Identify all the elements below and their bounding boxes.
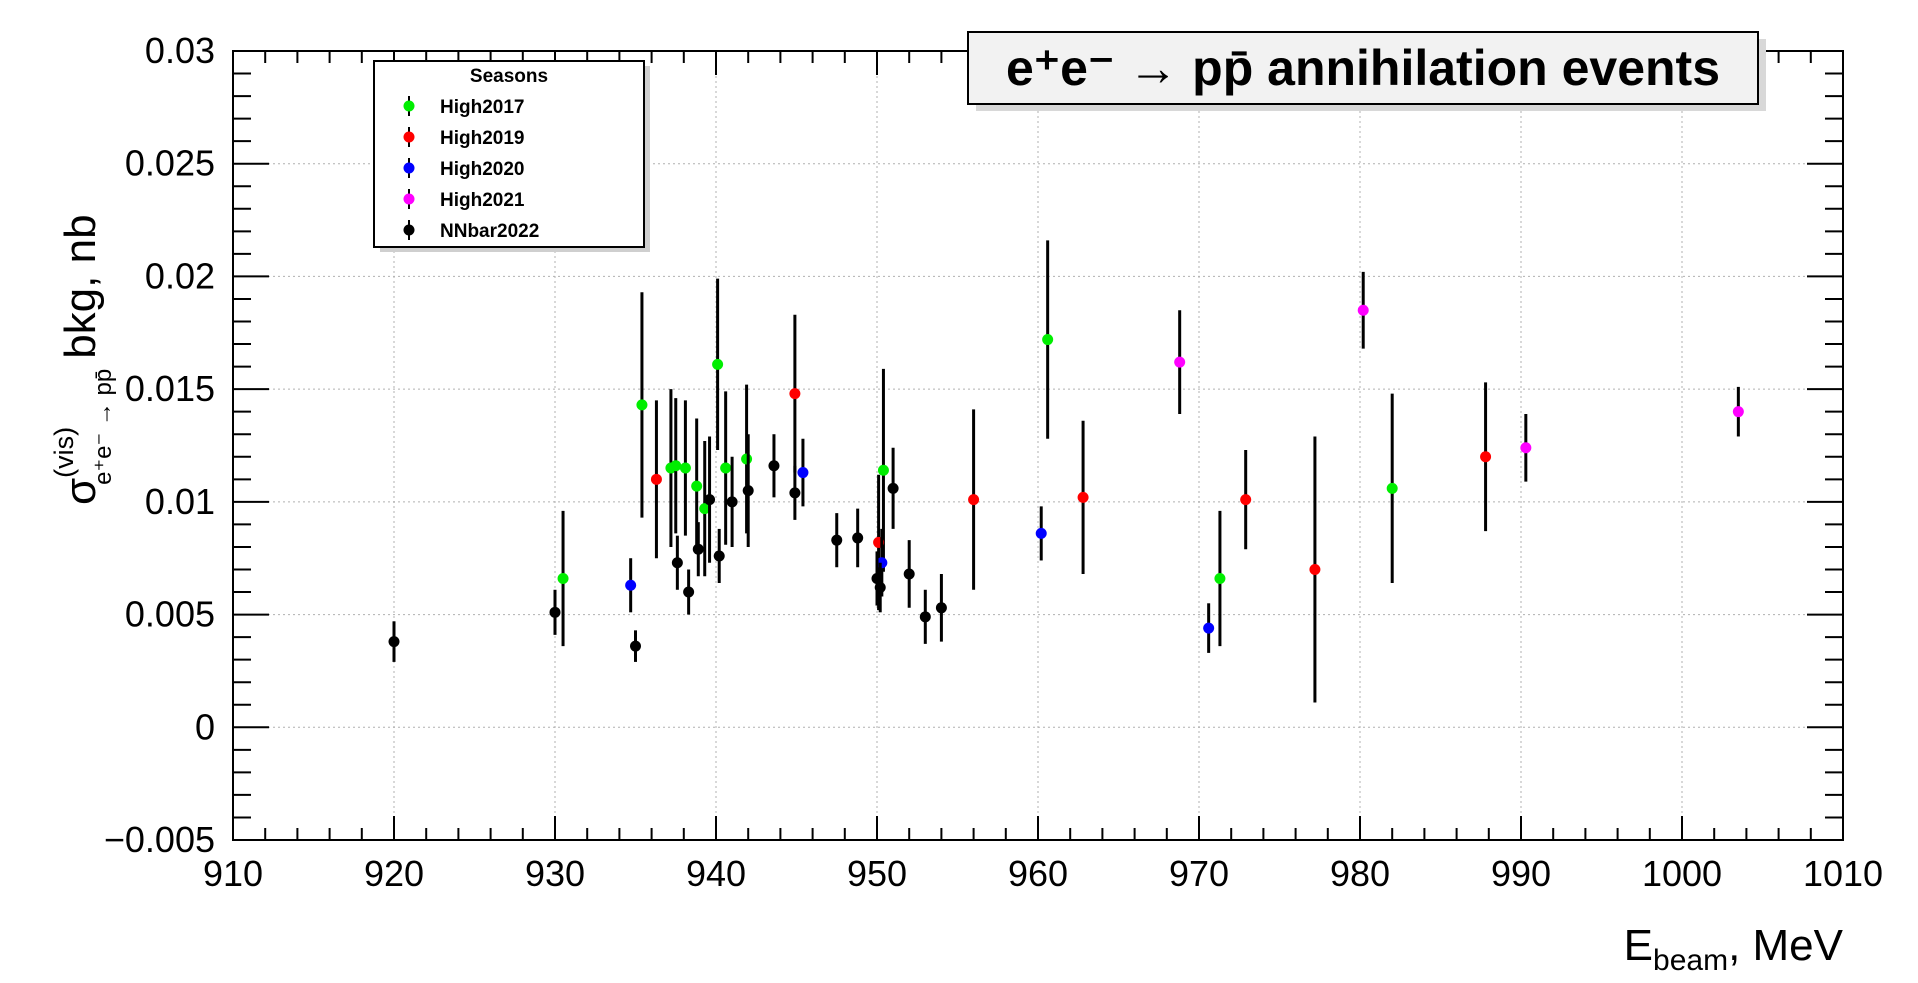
data-point xyxy=(692,543,704,555)
data-point xyxy=(557,573,569,585)
data-point xyxy=(1042,334,1054,346)
legend-label: High2019 xyxy=(440,128,524,149)
legend-label: High2020 xyxy=(440,159,524,180)
data-point xyxy=(1174,356,1186,368)
legend-marker xyxy=(403,131,415,143)
series-high2019 xyxy=(650,314,1492,703)
x-tick-label: 920 xyxy=(364,853,424,894)
data-point xyxy=(1732,406,1744,418)
legend-marker xyxy=(403,193,415,205)
data-point xyxy=(1386,482,1398,494)
data-point xyxy=(877,464,889,476)
y-tick-label: 0.015 xyxy=(125,368,215,409)
data-point xyxy=(789,388,801,400)
data-point xyxy=(683,586,695,598)
data-layer xyxy=(388,240,1744,703)
data-point xyxy=(549,606,561,618)
x-tick-label: 990 xyxy=(1491,853,1551,894)
data-point xyxy=(887,482,899,494)
data-point xyxy=(679,462,691,474)
data-point xyxy=(968,494,980,506)
data-point xyxy=(699,503,711,515)
legend-marker xyxy=(403,224,415,236)
legend-item-nnbar2022: NNbar2022 xyxy=(403,220,539,242)
x-tick-label: 950 xyxy=(847,853,907,894)
data-point xyxy=(1077,491,1089,503)
series-high2021 xyxy=(1174,271,1744,482)
legend-item-high2017: High2017 xyxy=(403,96,524,118)
data-point xyxy=(1520,442,1532,454)
data-point xyxy=(726,496,738,508)
data-point xyxy=(742,485,754,497)
title-box: e⁺e⁻ → pp̄ annihilation events xyxy=(967,31,1766,111)
x-tick-label: 930 xyxy=(525,853,585,894)
legend-items: High2017 High2019 High2020 High2021 NNbar202… xyxy=(403,96,539,242)
data-point xyxy=(625,579,637,591)
legend-marker xyxy=(403,100,415,112)
y-tick-label: 0 xyxy=(195,706,215,747)
x-axis-title: Ebeam, MeV xyxy=(1624,921,1844,977)
legend-label: NNbar2022 xyxy=(440,221,539,242)
data-point xyxy=(874,582,886,594)
x-tick-label: 1000 xyxy=(1642,853,1722,894)
y-tick-label: 0.02 xyxy=(145,255,215,296)
legend-item-high2019: High2019 xyxy=(403,127,524,149)
x-tick-label: 910 xyxy=(203,853,263,894)
legend-title: Seasons xyxy=(470,66,548,87)
data-point xyxy=(1309,563,1321,575)
data-point xyxy=(1214,573,1226,585)
data-point xyxy=(670,460,682,472)
series-high2017 xyxy=(557,240,1398,647)
data-point xyxy=(1035,527,1047,539)
y-tick-label: −0.005 xyxy=(104,819,215,860)
legend-label: High2021 xyxy=(440,190,525,211)
data-point xyxy=(671,557,683,569)
legend-label: High2017 xyxy=(440,97,524,118)
data-point xyxy=(797,467,809,479)
data-point xyxy=(712,358,724,370)
x-tick-label: 980 xyxy=(1330,853,1390,894)
data-point xyxy=(741,453,753,465)
series-high2020 xyxy=(625,438,1215,653)
data-point xyxy=(1240,494,1252,506)
data-point xyxy=(1357,304,1369,316)
svg-text:σ(vis)e⁺e⁻ → pp̄bkg, nb: σ(vis) e⁺e⁻ → pp̄bkg, nb xyxy=(49,214,117,505)
legend-item-high2021: High2021 xyxy=(403,189,525,211)
data-point xyxy=(636,399,648,411)
x-tick-label: 940 xyxy=(686,853,746,894)
data-point xyxy=(1203,622,1215,634)
data-point xyxy=(831,534,843,546)
data-point xyxy=(789,487,801,499)
data-point xyxy=(903,568,915,580)
data-point xyxy=(713,550,725,562)
x-tick-label: 1010 xyxy=(1803,853,1883,894)
data-point xyxy=(650,473,662,485)
y-tick-label: 0.025 xyxy=(125,143,215,184)
y-tick-label: 0.03 xyxy=(145,30,215,71)
data-point xyxy=(935,602,947,614)
legend-item-high2020: High2020 xyxy=(403,158,524,180)
data-point xyxy=(852,532,864,544)
data-point xyxy=(704,494,716,506)
data-point xyxy=(691,480,703,492)
data-point xyxy=(1480,451,1492,463)
tick-labels: 910 920 930 940 950 960 970 980 990 1000 1010 −0.00… xyxy=(104,30,1883,894)
data-point xyxy=(768,460,780,472)
series-nnbar2022 xyxy=(388,434,947,662)
data-point xyxy=(630,640,641,652)
x-tick-label: 970 xyxy=(1169,853,1229,894)
legend: Seasons High2017 High2019 High2020 High2021… xyxy=(373,60,650,252)
data-point xyxy=(720,462,732,474)
data-point xyxy=(388,636,400,648)
data-point xyxy=(919,611,931,623)
x-tick-label: 960 xyxy=(1008,853,1068,894)
legend-marker xyxy=(403,162,415,174)
y-tick-label: 0.01 xyxy=(145,481,215,522)
y-axis-title: σ(vis) e⁺e⁻ → pp̄bkg, nb xyxy=(49,214,117,505)
chart-title: e⁺e⁻ → pp̄ annihilation events xyxy=(1006,40,1720,96)
y-tick-label: 0.005 xyxy=(125,594,215,635)
